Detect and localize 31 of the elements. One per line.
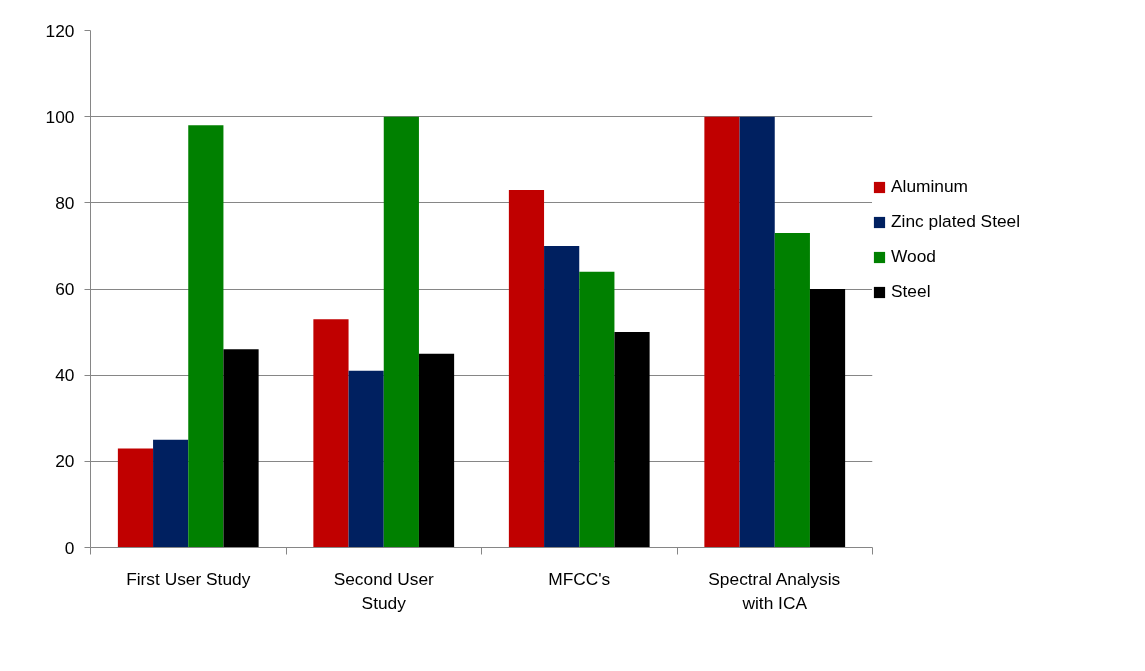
bar (117, 448, 154, 548)
x-tick-label: First User Study (126, 568, 251, 589)
bar (313, 319, 349, 548)
x-tick-label: Spectral Analysis with ICA (708, 568, 841, 613)
bar (544, 245, 580, 548)
bar (704, 116, 740, 548)
bar (774, 232, 810, 548)
bar (418, 353, 455, 548)
legend-label: Zinc plated Steel (891, 211, 1021, 232)
bar (579, 271, 615, 548)
bar (153, 439, 189, 548)
bar (809, 289, 846, 548)
x-tick-label: MFCC's (548, 568, 611, 589)
y-tick-label: 80 (55, 192, 75, 213)
y-tick-label: 0 (64, 537, 75, 558)
bar (383, 116, 419, 548)
y-tick-label: 40 (55, 365, 75, 386)
bar (348, 370, 384, 548)
y-tick-label: 120 (45, 20, 75, 41)
bar (188, 125, 224, 548)
legend-label: Aluminum (891, 176, 969, 197)
legend-label: Wood (891, 246, 936, 267)
y-tick-label: 20 (55, 451, 75, 472)
x-tick-label: Second User Study (333, 568, 435, 613)
legend-label: Steel (891, 281, 931, 302)
bar (223, 349, 259, 548)
y-tick-label: 60 (55, 279, 75, 299)
y-tick-label: 100 (45, 106, 75, 127)
bar (614, 332, 650, 548)
bar (739, 116, 775, 548)
bar (508, 189, 545, 548)
